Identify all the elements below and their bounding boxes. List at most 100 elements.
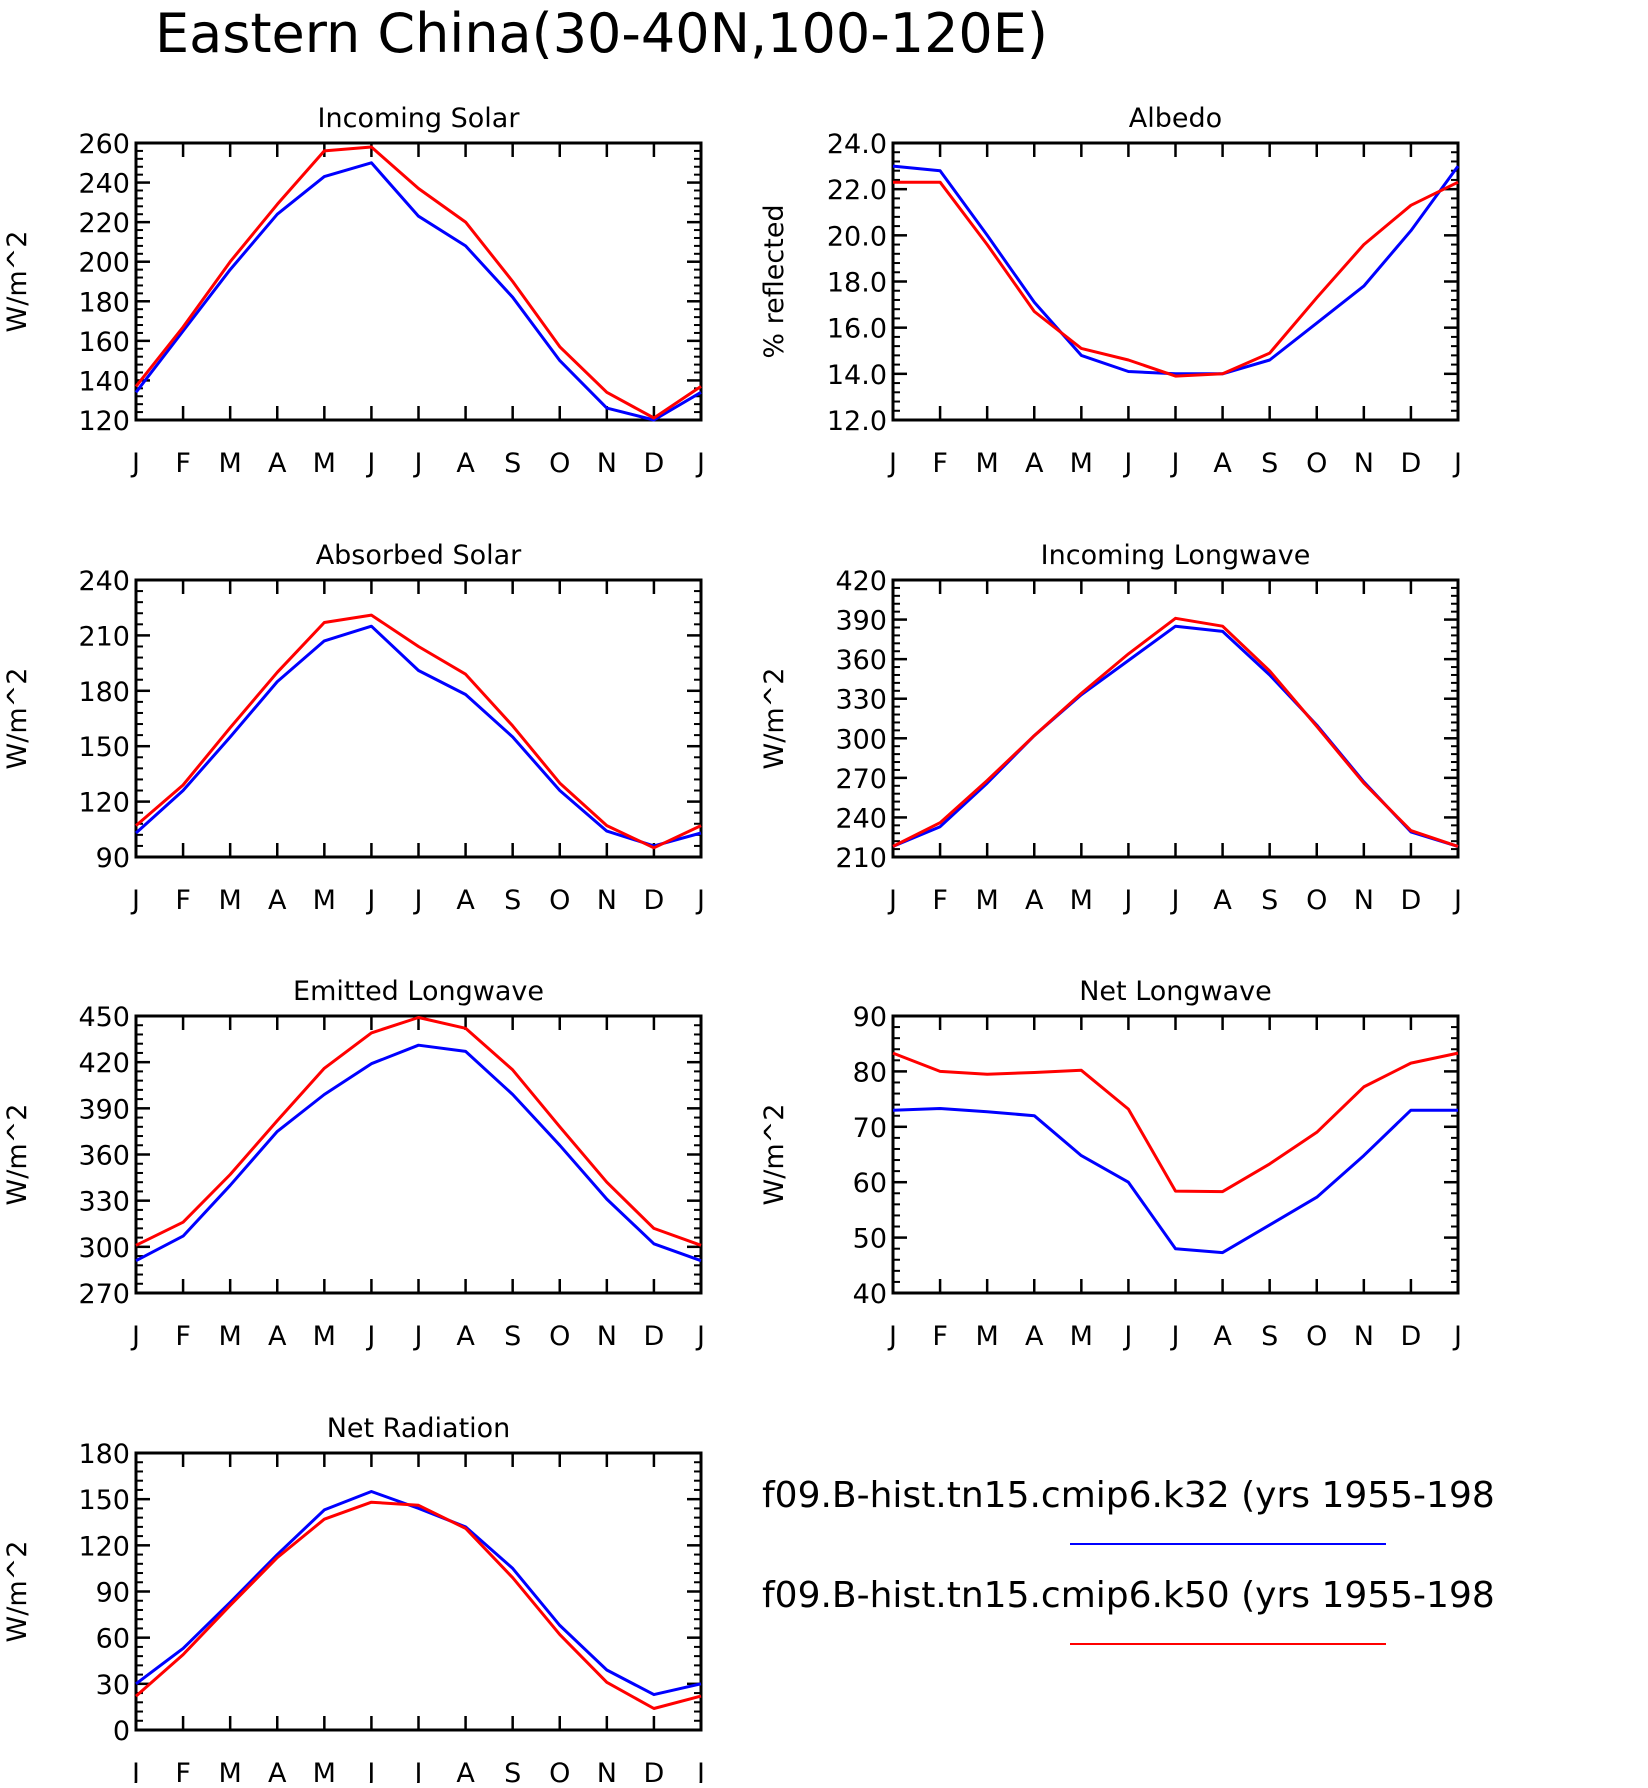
y-tick-label: 16.0 — [827, 314, 887, 345]
x-tick-label: D — [644, 1321, 665, 1352]
x-tick-label: J — [1122, 448, 1132, 479]
x-tick-label: M — [219, 885, 242, 916]
y-tick-label: 270 — [835, 764, 887, 795]
y-tick-label: 150 — [78, 732, 130, 763]
x-tick-label: J — [130, 1758, 140, 1783]
plot-frame — [134, 578, 703, 859]
x-tick-label: A — [456, 448, 475, 479]
x-tick-label: N — [597, 448, 617, 479]
y-tick-label: 40 — [853, 1279, 887, 1310]
y-tick-label: 80 — [853, 1057, 887, 1088]
x-tick-label: F — [932, 885, 948, 916]
x-tick-label: O — [549, 448, 570, 479]
y-tick-label: 210 — [78, 621, 130, 652]
y-tick-label: 50 — [853, 1224, 887, 1255]
x-tick-label: M — [219, 1758, 242, 1783]
series-line-2 — [135, 1500, 702, 1710]
y-tick-label: 0 — [113, 1716, 130, 1747]
series-line-1 — [135, 1043, 702, 1263]
y-tick-label: 450 — [78, 1002, 130, 1033]
y-tick-label: 20.0 — [827, 221, 887, 252]
x-tick-label: A — [1025, 1321, 1044, 1352]
x-tick-label: A — [1213, 1321, 1232, 1352]
y-axis-label: W/m^2 — [2, 1541, 33, 1643]
y-tick-label: 160 — [78, 327, 130, 358]
y-tick-label: 330 — [78, 1187, 130, 1218]
x-tick-label: M — [1070, 448, 1093, 479]
y-tick-label: 24.0 — [827, 129, 887, 160]
plot-frame — [891, 578, 1460, 859]
y-tick-label: 140 — [78, 366, 130, 397]
y-tick-label: 210 — [835, 843, 887, 874]
x-tick-label: O — [549, 885, 570, 916]
x-tick-label: A — [1213, 448, 1232, 479]
x-tick-label: F — [932, 448, 948, 479]
x-tick-label: S — [1261, 885, 1278, 916]
y-tick-label: 70 — [853, 1113, 887, 1144]
figure-title: Eastern China(30-40N,100-120E) — [155, 2, 1048, 65]
panel-7: Net Radiation W/m^2 0 30 60 90 120 150 180 J F M A M J… — [2, 1413, 705, 1788]
y-axis-label: W/m^2 — [2, 1104, 33, 1206]
x-tick-label: M — [313, 1758, 336, 1783]
y-axis-label: W/m^2 — [759, 668, 790, 770]
x-tick-label: J — [1452, 448, 1462, 479]
y-tick-label: 30 — [96, 1670, 130, 1701]
y-tick-label: 14.0 — [827, 360, 887, 391]
x-tick-label: J — [365, 448, 375, 479]
y-tick-label: 260 — [78, 129, 130, 160]
x-tick-label: M — [313, 1321, 336, 1352]
y-axis-label: % reflected — [759, 204, 790, 358]
panel-title: Albedo — [1129, 103, 1222, 134]
legend-entry-label: f09.B-hist.tn15.cmip6.k50 (yrs 1955-198 — [762, 1575, 1495, 1616]
x-tick-label: S — [1261, 448, 1278, 479]
y-tick-label: 120 — [78, 1531, 130, 1562]
x-tick-label: M — [1070, 1321, 1093, 1352]
series-line-1 — [135, 1490, 702, 1697]
x-tick-label: O — [1306, 448, 1327, 479]
x-tick-label: J — [1452, 1321, 1462, 1352]
x-tick-label: D — [1401, 1321, 1422, 1352]
x-tick-label: S — [504, 1758, 521, 1783]
plot-frame — [134, 1014, 703, 1295]
x-tick-label: D — [644, 448, 665, 479]
x-tick-label: J — [1452, 885, 1462, 916]
panel-2: Albedo % reflected 12.0 14.0 16.0 18.0 20.0 22.… — [759, 103, 1462, 479]
y-tick-label: 420 — [78, 1048, 130, 1079]
x-tick-label: J — [887, 448, 897, 479]
y-tick-label: 390 — [78, 1094, 130, 1125]
x-tick-label: F — [932, 1321, 948, 1352]
x-tick-label: O — [549, 1758, 570, 1783]
y-tick-label: 300 — [78, 1233, 130, 1264]
x-tick-label: S — [504, 1321, 521, 1352]
x-tick-label: J — [887, 885, 897, 916]
x-tick-label: O — [1306, 1321, 1327, 1352]
series-line-1 — [892, 1107, 1458, 1255]
plot-frame — [891, 1014, 1460, 1295]
y-tick-label: 240 — [78, 566, 130, 597]
x-tick-label: A — [456, 1321, 475, 1352]
x-tick-label: N — [597, 1758, 617, 1783]
panel-title: Net Longwave — [1079, 976, 1272, 1007]
x-tick-label: J — [413, 448, 423, 479]
x-tick-label: D — [1401, 448, 1422, 479]
x-tick-label: D — [1401, 885, 1422, 916]
y-tick-label: 60 — [853, 1168, 887, 1199]
x-tick-label: M — [976, 448, 999, 479]
x-tick-label: J — [413, 885, 423, 916]
y-tick-label: 60 — [96, 1624, 130, 1655]
series-line-2 — [135, 613, 702, 850]
y-tick-label: 300 — [835, 724, 887, 755]
x-tick-label: J — [130, 448, 140, 479]
x-tick-label: F — [175, 1321, 191, 1352]
x-tick-label: J — [1122, 1321, 1132, 1352]
panel-title: Incoming Longwave — [1041, 540, 1311, 571]
x-tick-label: O — [1306, 885, 1327, 916]
y-tick-label: 360 — [835, 645, 887, 676]
x-tick-label: M — [219, 448, 242, 479]
y-axis-label: W/m^2 — [759, 1104, 790, 1206]
x-tick-label: A — [1025, 448, 1044, 479]
x-tick-label: M — [976, 885, 999, 916]
x-tick-label: A — [268, 448, 287, 479]
